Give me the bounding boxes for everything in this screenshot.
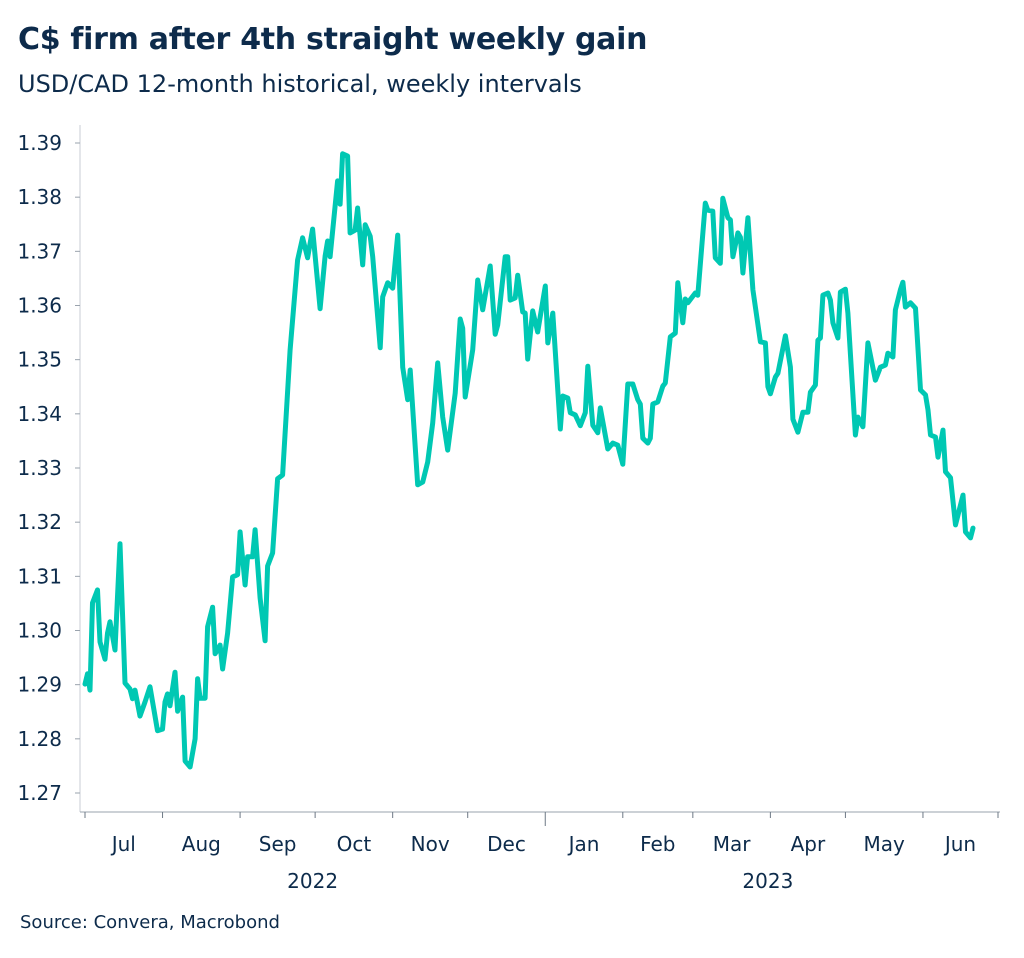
x-tick-label: Dec <box>487 832 526 856</box>
x-year-label: 2022 <box>287 869 338 893</box>
x-tick-label: Jan <box>567 832 600 856</box>
x-tick-label: Jun <box>943 832 976 856</box>
x-tick-label: Oct <box>337 832 372 856</box>
usdcad-line <box>82 151 976 770</box>
y-tick-label: 1.35 <box>17 348 62 372</box>
x-tick-label: Sep <box>259 832 297 856</box>
y-tick-label: 1.32 <box>17 510 62 534</box>
y-tick-label: 1.28 <box>17 727 62 751</box>
x-tick-label: May <box>864 832 906 856</box>
y-axis: 1.27 1.28 1.29 1.30 1.31 1.32 1.33 1.34 1.35 1.36… <box>17 125 81 812</box>
y-tick-label: 1.37 <box>17 239 62 263</box>
x-tick-label: Mar <box>713 832 752 856</box>
y-tick-label: 1.27 <box>17 781 62 805</box>
y-tick-label: 1.34 <box>17 402 62 426</box>
x-tick-label: Aug <box>182 832 221 856</box>
y-tick-label: 1.39 <box>17 131 62 155</box>
x-tick-label: Nov <box>411 832 450 856</box>
y-tick-label: 1.38 <box>17 185 62 209</box>
chart-title: C$ firm after 4th straight weekly gain <box>18 22 648 57</box>
x-tick-label: Feb <box>640 832 675 856</box>
x-tick-label: Jul <box>110 832 136 856</box>
x-tick-label: Apr <box>791 832 826 856</box>
y-tick-label: 1.29 <box>17 673 62 697</box>
y-tick-label: 1.36 <box>17 294 62 318</box>
x-year-label: 2023 <box>742 869 793 893</box>
x-axis: Jul Aug Sep Oct Nov Dec Jan Feb Mar Apr May Jun 2022… <box>80 811 1000 893</box>
chart-subtitle: USD/CAD 12-month historical, weekly inte… <box>18 70 582 98</box>
y-tick-label: 1.30 <box>17 619 62 643</box>
y-tick-label: 1.33 <box>17 456 62 480</box>
source-note: Source: Convera, Macrobond <box>20 912 280 933</box>
series-layer <box>82 151 976 770</box>
y-tick-label: 1.31 <box>17 564 62 588</box>
